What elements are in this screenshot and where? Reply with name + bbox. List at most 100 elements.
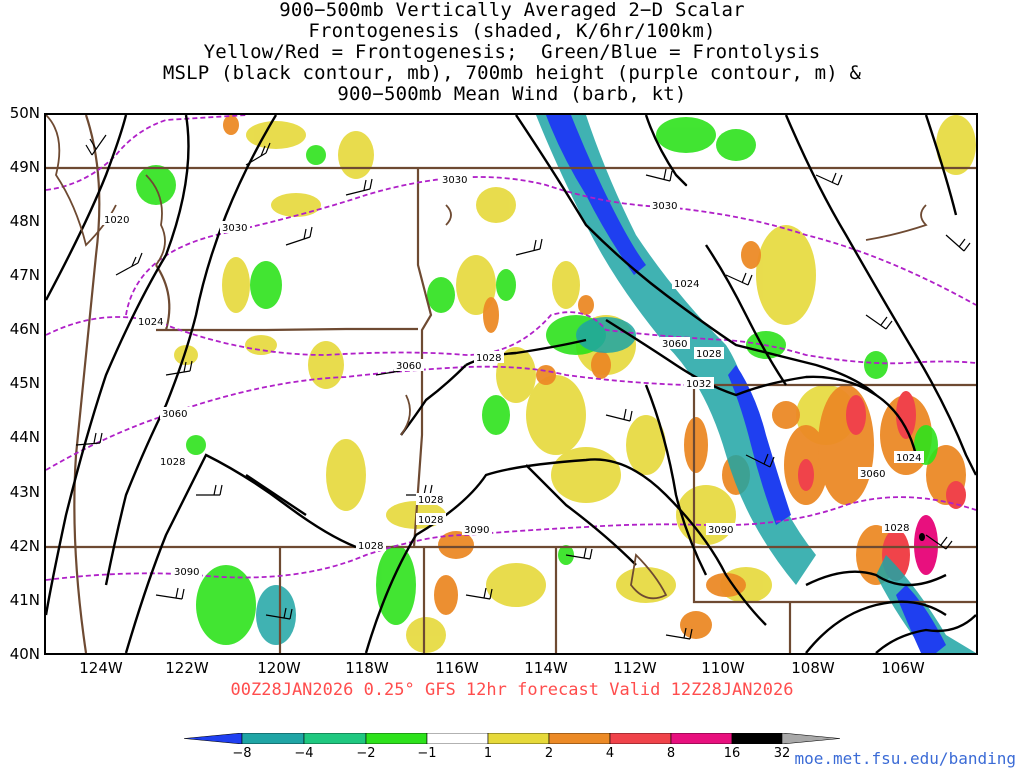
- lon-label-116w: 116W: [435, 659, 479, 677]
- svg-text:1028: 1028: [160, 457, 185, 468]
- height-label: 3060: [394, 359, 424, 372]
- lon-label-112w: 112W: [613, 659, 657, 677]
- colorbar-label: 16: [723, 746, 741, 761]
- svg-text:1028: 1028: [696, 349, 721, 360]
- map-title: 900−500mb Vertically Averaged 2−D Scalar…: [0, 0, 1024, 105]
- lat-label-43n: 43N: [9, 483, 40, 501]
- height-label: 3060: [160, 407, 190, 420]
- svg-text:1024: 1024: [896, 453, 921, 464]
- colorbar-swatch: [609, 733, 672, 744]
- svg-text:3090: 3090: [464, 525, 489, 536]
- run-info: 00Z28JAN2026 0.25° GFS 12hr forecast Val…: [230, 680, 794, 700]
- mslp-label: 1028: [416, 513, 446, 526]
- lat-label-45n: 45N: [9, 374, 40, 392]
- mslp-label: 1020: [102, 213, 132, 226]
- title-line-2: Frontogenesis (shaded, K/6hr/100km): [308, 20, 716, 42]
- wind-barbs: [75, 134, 971, 640]
- lon-label-118w: 118W: [345, 659, 389, 677]
- mslp-label: 1028: [416, 493, 446, 506]
- svg-text:3060: 3060: [396, 361, 421, 372]
- lon-label-106w: 106W: [881, 659, 925, 677]
- lon-label-120w: 120W: [257, 659, 301, 677]
- height-label: 3060: [858, 467, 888, 480]
- svg-text:3090: 3090: [708, 525, 733, 536]
- lat-label-50n: 50N: [9, 104, 40, 122]
- svg-text:1028: 1028: [884, 523, 909, 534]
- svg-text:1028: 1028: [418, 515, 443, 526]
- height-label: 3090: [172, 565, 202, 578]
- mslp-label: 1028: [694, 347, 724, 360]
- svg-text:3060: 3060: [860, 469, 885, 480]
- mslp-contours: [46, 115, 976, 653]
- colorbar-label: −8: [232, 746, 252, 761]
- mslp-label: 1028: [356, 539, 386, 552]
- title-line-1: 900−500mb Vertically Averaged 2−D Scalar: [279, 0, 745, 21]
- colorbar-swatch: [487, 733, 550, 744]
- lat-label-41n: 41N: [9, 591, 40, 609]
- svg-text:1024: 1024: [138, 317, 163, 328]
- source-credit: moe.met.fsu.edu/banding: [794, 749, 1016, 768]
- colorbar-label: 2: [544, 746, 554, 761]
- lat-label-48n: 48N: [9, 212, 40, 230]
- svg-text:3090: 3090: [174, 567, 199, 578]
- title-line-3: Yellow/Red = Frontogenesis; Green/Blue =…: [203, 41, 821, 63]
- svg-text:3060: 3060: [162, 409, 187, 420]
- svg-text:1024: 1024: [674, 279, 699, 290]
- lon-label-110w: 110W: [701, 659, 745, 677]
- mslp-label: 1028: [158, 455, 188, 468]
- lat-label-40n: 40N: [9, 645, 40, 663]
- svg-text:1028: 1028: [358, 541, 383, 552]
- height-label: 3090: [706, 523, 736, 536]
- height-label: 3060: [660, 337, 690, 350]
- lon-label-124w: 124W: [79, 659, 123, 677]
- colorbar-label: −2: [356, 746, 376, 761]
- mslp-label: 1024: [672, 277, 702, 290]
- lat-label-42n: 42N: [9, 537, 40, 555]
- mslp-label: 1032: [684, 377, 714, 390]
- colorbar-swatch: [241, 733, 305, 744]
- svg-text:3030: 3030: [222, 223, 247, 234]
- colorbar-label: 1: [483, 746, 493, 761]
- colorbar-swatch: [731, 733, 783, 744]
- svg-text:1020: 1020: [104, 215, 129, 226]
- mslp-label: 1028: [474, 351, 504, 364]
- contour-labels: 1020 1024 1028 1028 1028 1028 1028 1024 …: [102, 173, 924, 578]
- svg-text:3060: 3060: [662, 339, 687, 350]
- height-label: 3090: [462, 523, 492, 536]
- colorbar-swatch: [365, 733, 428, 744]
- lat-label-47n: 47N: [9, 266, 40, 284]
- title-line-5: 900−500mb Mean Wind (barb, kt): [337, 83, 687, 105]
- colorbar-label: −1: [417, 746, 437, 761]
- colorbar-swatch: [426, 733, 489, 744]
- mslp-label: 1024: [894, 451, 924, 464]
- mslp-label: 1028: [882, 521, 912, 534]
- svg-text:1028: 1028: [476, 353, 501, 364]
- colorbar-label: 8: [666, 746, 676, 761]
- lon-label-114w: 114W: [524, 659, 568, 677]
- svg-text:1032: 1032: [686, 379, 711, 390]
- lon-label-108w: 108W: [791, 659, 835, 677]
- height-label: 3030: [440, 173, 470, 186]
- map-canvas: 1020 1024 1028 1028 1028 1028 1028 1024 …: [46, 115, 976, 653]
- colorbar-swatch: [303, 733, 367, 744]
- height-label: 3030: [650, 199, 680, 212]
- colorbar: [184, 733, 840, 744]
- frontogenesis-shading: [136, 115, 976, 653]
- lon-label-122w: 122W: [165, 659, 209, 677]
- lat-label-44n: 44N: [9, 428, 40, 446]
- colorbar-label: 32: [773, 746, 791, 761]
- map-panel: 1020 1024 1028 1028 1028 1028 1028 1024 …: [44, 113, 978, 655]
- colorbar-swatch: [184, 733, 243, 744]
- svg-text:3030: 3030: [442, 175, 467, 186]
- lat-label-49n: 49N: [9, 158, 40, 176]
- svg-text:3030: 3030: [652, 201, 677, 212]
- height-label: 3030: [220, 221, 250, 234]
- colorbar-label: 4: [605, 746, 615, 761]
- title-line-4: MSLP (black contour, mb), 700mb height (…: [162, 62, 862, 84]
- colorbar-swatch: [781, 733, 840, 744]
- political-boundaries: [46, 115, 976, 653]
- svg-text:1028: 1028: [418, 495, 443, 506]
- colorbar-swatch: [670, 733, 733, 744]
- mslp-label: 1024: [136, 315, 166, 328]
- colorbar-label: −4: [294, 746, 314, 761]
